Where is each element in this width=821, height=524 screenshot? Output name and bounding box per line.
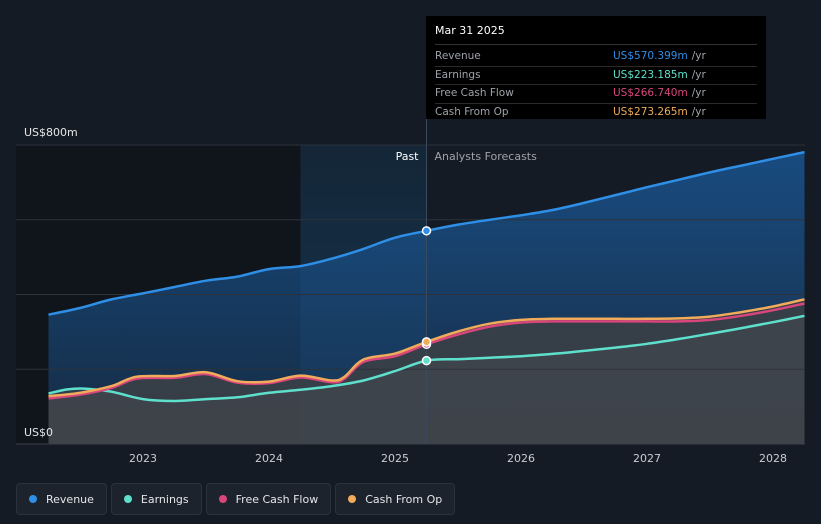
- tooltip-value: US$273.265m: [613, 105, 688, 118]
- tooltip-value: US$266.740m: [613, 87, 688, 99]
- legend-item-cash-from-op[interactable]: Cash From Op: [335, 483, 456, 515]
- legend-item-revenue[interactable]: Revenue: [16, 483, 107, 515]
- tooltip-date: Mar 31 2025: [435, 24, 757, 45]
- tooltip-label: Free Cash Flow: [435, 87, 514, 99]
- x-tick-label: 2028: [759, 452, 787, 465]
- legend-dot-icon: [29, 495, 37, 503]
- tooltip-value: US$570.399m: [613, 50, 688, 62]
- tooltip-row-free-cash-flow: Free Cash Flow US$266.740m /yr: [435, 85, 757, 104]
- revenue-marker: [421, 226, 432, 236]
- x-tick-label: 2025: [381, 452, 409, 465]
- tooltip: Mar 31 2025 Revenue US$570.399m /yr Earn…: [426, 16, 766, 119]
- legend-label: Cash From Op: [365, 492, 443, 506]
- earnings-marker: [421, 355, 432, 366]
- legend-item-earnings[interactable]: Earnings: [110, 483, 202, 515]
- legend-dot-icon: [123, 495, 132, 503]
- chart-legend: Revenue Earnings Free Cash Flow Cash Fro…: [16, 483, 456, 515]
- tooltip-row-cash-from-op: Cash From Op US$273.265m /yr: [435, 104, 757, 122]
- cash-from-op-marker: [421, 337, 432, 347]
- x-tick-label: 2026: [507, 452, 535, 465]
- x-tick-label: 2027: [633, 452, 661, 465]
- legend-item-free-cash-flow[interactable]: Free Cash Flow: [205, 483, 332, 515]
- tooltip-unit: /yr: [691, 87, 706, 99]
- tooltip-label: Earnings: [435, 68, 481, 81]
- earnings-line: [48, 314, 805, 403]
- tooltip-value: US$223.185m: [613, 68, 688, 81]
- x-tick-label: 2023: [129, 452, 157, 465]
- chart: 2023 2024 2025 2026 2027 2028 US$800m US$0 Past A…: [16, 118, 805, 465]
- tooltip-unit: /yr: [691, 68, 706, 81]
- tooltip-unit: /yr: [691, 105, 706, 118]
- legend-dot-icon: [218, 495, 227, 503]
- tooltip-row-revenue: Revenue US$570.399m /yr: [435, 48, 757, 67]
- past-label: Past: [396, 150, 420, 163]
- forecast-label: Analysts Forecasts: [435, 150, 538, 163]
- y-axis-top-label: US$800m: [24, 126, 78, 139]
- tooltip-unit: /yr: [691, 50, 706, 62]
- legend-label: Free Cash Flow: [235, 492, 319, 506]
- legend-dot-icon: [348, 495, 357, 503]
- tooltip-row-earnings: Earnings US$223.185m /yr: [435, 67, 757, 85]
- legend-label: Revenue: [46, 492, 94, 506]
- legend-label: Earnings: [140, 492, 189, 506]
- free-cash-flow-line: [48, 302, 805, 400]
- y-axis-bottom-label: US$0: [24, 426, 53, 439]
- tooltip-label: Revenue: [435, 50, 481, 62]
- tooltip-label: Cash From Op: [435, 105, 509, 118]
- x-tick-label: 2024: [255, 452, 283, 465]
- cash-from-op-line: [48, 298, 805, 398]
